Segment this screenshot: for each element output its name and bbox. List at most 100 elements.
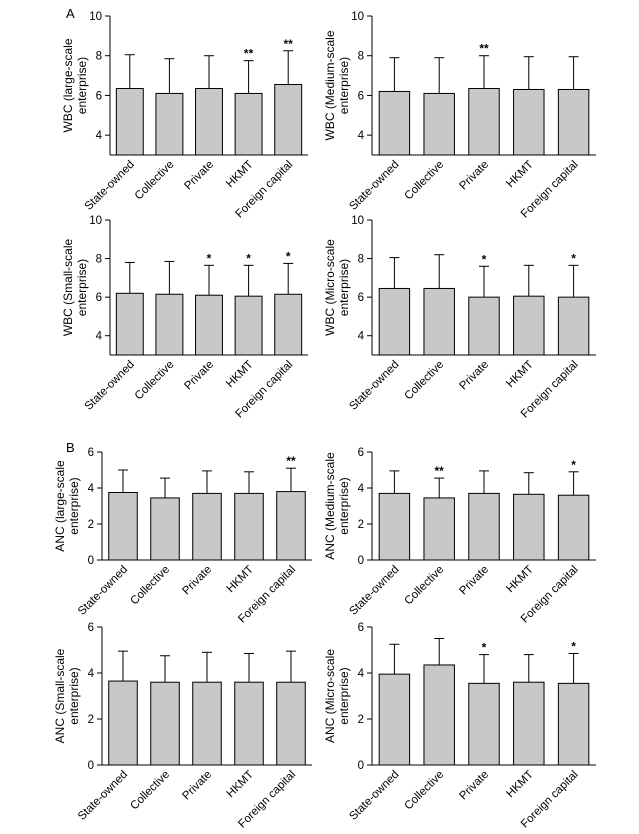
significance-marker: * — [482, 252, 487, 266]
y-axis-title: ANC (Small-scaleenterprise) — [53, 648, 81, 743]
x-tick-label: State-owned — [76, 769, 130, 823]
y-axis-title-line: enterprise) — [75, 57, 89, 114]
y-axis-title-line: ANC (Micro-scale — [323, 649, 337, 743]
y-tick-label: 6 — [358, 447, 364, 459]
y-axis-title-line: enterprise) — [337, 667, 351, 724]
bar — [108, 492, 138, 561]
x-tick-label: Private — [457, 359, 491, 393]
bar — [234, 681, 264, 766]
chart-6: 0 2 4 6 ANC (Medium-scaleenterprise) State-ow… — [323, 447, 596, 625]
x-tick-label: State-owned — [347, 769, 401, 823]
y-tick-label: 2 — [358, 519, 364, 531]
y-tick-label: 0 — [88, 555, 94, 567]
bar — [115, 292, 144, 356]
bar — [195, 87, 223, 156]
y-tick-label: 0 — [358, 555, 364, 567]
y-tick-label: 4 — [358, 331, 365, 343]
x-tick-label: Collective — [403, 564, 447, 608]
y-axis-title: WBC (large-scaleenterprise) — [61, 38, 89, 132]
bar — [468, 87, 500, 156]
panel-label-a: A — [66, 6, 75, 21]
y-axis-title: WBC (Small-scaleenterprise) — [61, 239, 89, 337]
x-tick-label: Private — [180, 769, 214, 803]
y-tick-label: 4 — [96, 331, 103, 343]
bar — [378, 90, 411, 156]
significance-marker: * — [246, 251, 251, 265]
y-tick-label: 4 — [88, 483, 95, 495]
y-tick-label: 4 — [358, 668, 365, 680]
y-axis-title-line: enterprise) — [75, 259, 89, 316]
y-axis-title-line: ANC (Small-scale — [53, 648, 67, 743]
y-axis-title-line: enterprise) — [67, 667, 81, 724]
y-tick-label: 6 — [358, 292, 364, 304]
y-tick-label: 10 — [89, 11, 102, 23]
x-tick-label: Private — [180, 564, 214, 598]
x-tick-label: Collective — [403, 769, 447, 813]
y-tick-label: 2 — [358, 714, 364, 726]
y-tick-label: 10 — [89, 215, 102, 227]
chart-1: 4 6 8 10 WBC (large-scaleenterprise) State-ow… — [61, 11, 308, 220]
y-tick-label: 2 — [88, 519, 94, 531]
bar — [468, 492, 500, 561]
y-tick-label: 0 — [88, 760, 94, 772]
significance-marker: * — [207, 251, 212, 265]
bar — [557, 682, 590, 766]
x-tick-label: State-owned — [83, 159, 137, 213]
x-tick-label: HKMT — [225, 769, 257, 801]
y-tick-label: 8 — [358, 254, 364, 266]
bar — [195, 294, 223, 356]
x-tick-label: Collective — [403, 359, 447, 403]
bar — [150, 681, 180, 766]
y-tick-label: 6 — [88, 622, 94, 634]
bar — [234, 295, 263, 356]
x-tick-label: HKMT — [504, 159, 536, 191]
y-axis-title-line: enterprise) — [337, 57, 351, 114]
bar — [276, 681, 306, 766]
x-tick-label: Private — [182, 359, 216, 393]
panel-label-b: B — [66, 440, 75, 455]
y-tick-label: 8 — [96, 254, 102, 266]
y-tick-label: 8 — [358, 51, 364, 63]
significance-marker: ** — [435, 464, 445, 478]
bar — [557, 494, 590, 561]
bar — [513, 493, 545, 561]
bar — [234, 492, 264, 561]
y-axis-title-line: WBC (Medium-scale — [323, 30, 337, 140]
x-tick-label: State-owned — [76, 564, 130, 618]
bar — [234, 92, 263, 156]
x-tick-label: Collective — [133, 159, 177, 203]
bar — [274, 293, 303, 356]
y-axis-title-line: WBC (Micro-scale — [323, 239, 337, 336]
bar — [513, 88, 545, 156]
bar — [155, 92, 184, 156]
x-tick-label: Collective — [133, 359, 177, 403]
bar — [192, 492, 222, 561]
bar — [150, 497, 180, 561]
x-tick-label: HKMT — [225, 564, 257, 596]
y-tick-label: 6 — [88, 447, 94, 459]
chart-8: 0 2 4 6 ANC (Micro-scaleenterprise) State-own… — [323, 622, 596, 830]
y-tick-label: 4 — [358, 130, 365, 142]
y-axis-title: ANC (Medium-scaleenterprise) — [323, 452, 351, 560]
x-tick-label: Private — [182, 159, 216, 193]
significance-marker: ** — [286, 454, 296, 468]
bar — [557, 296, 590, 356]
bar — [423, 287, 455, 356]
y-tick-label: 6 — [96, 292, 102, 304]
significance-marker: ** — [284, 37, 294, 51]
x-tick-label: Collective — [128, 769, 172, 813]
y-axis-title-line: WBC (large-scale — [61, 38, 75, 132]
y-tick-label: 4 — [88, 668, 95, 680]
y-tick-label: 10 — [351, 215, 364, 227]
y-tick-label: 2 — [88, 714, 94, 726]
significance-marker: * — [286, 249, 291, 263]
y-axis-title-line: ANC (large-scale — [53, 460, 67, 552]
x-tick-label: State-owned — [83, 359, 137, 413]
x-tick-label: HKMT — [504, 359, 536, 391]
bar — [378, 492, 411, 561]
y-tick-label: 8 — [96, 51, 102, 63]
x-tick-label: Private — [457, 159, 491, 193]
